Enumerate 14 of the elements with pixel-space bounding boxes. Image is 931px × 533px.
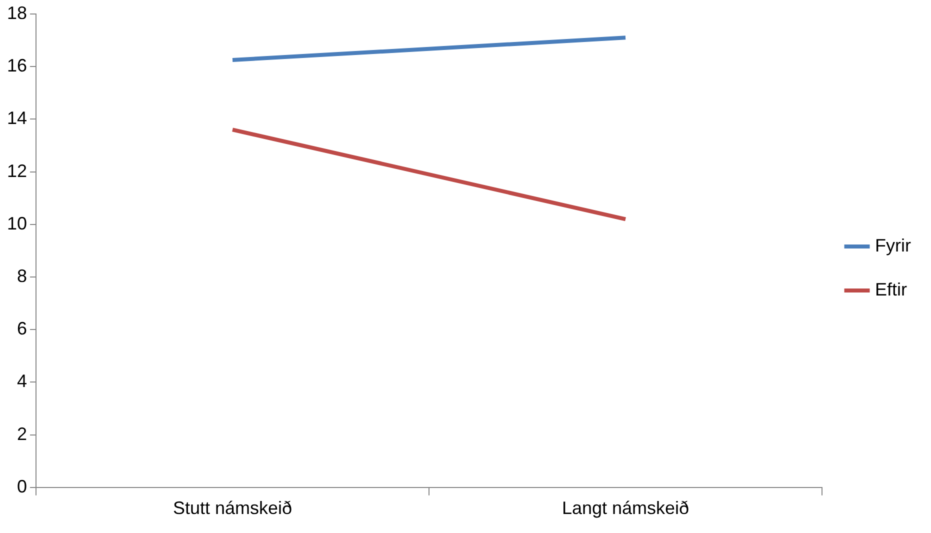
y-tick-label: 10 bbox=[6, 213, 28, 234]
y-tick-label: 6 bbox=[17, 318, 28, 339]
y-tick-label: 0 bbox=[17, 476, 28, 496]
y-tick-label: 12 bbox=[6, 160, 28, 181]
y-tick-label: 2 bbox=[17, 424, 28, 444]
x-tick-label: Stutt námskeið bbox=[172, 498, 292, 518]
legend-label: Eftir bbox=[875, 279, 908, 300]
y-tick-label: 14 bbox=[6, 108, 28, 128]
y-tick-label: 16 bbox=[6, 56, 28, 76]
y-tick-label: 4 bbox=[17, 371, 28, 392]
y-tick-label: 8 bbox=[17, 266, 28, 286]
y-tick-label: 18 bbox=[6, 2, 28, 23]
x-tick-label: Langt námskeið bbox=[562, 498, 690, 518]
legend-label: Fyrir bbox=[875, 235, 912, 256]
